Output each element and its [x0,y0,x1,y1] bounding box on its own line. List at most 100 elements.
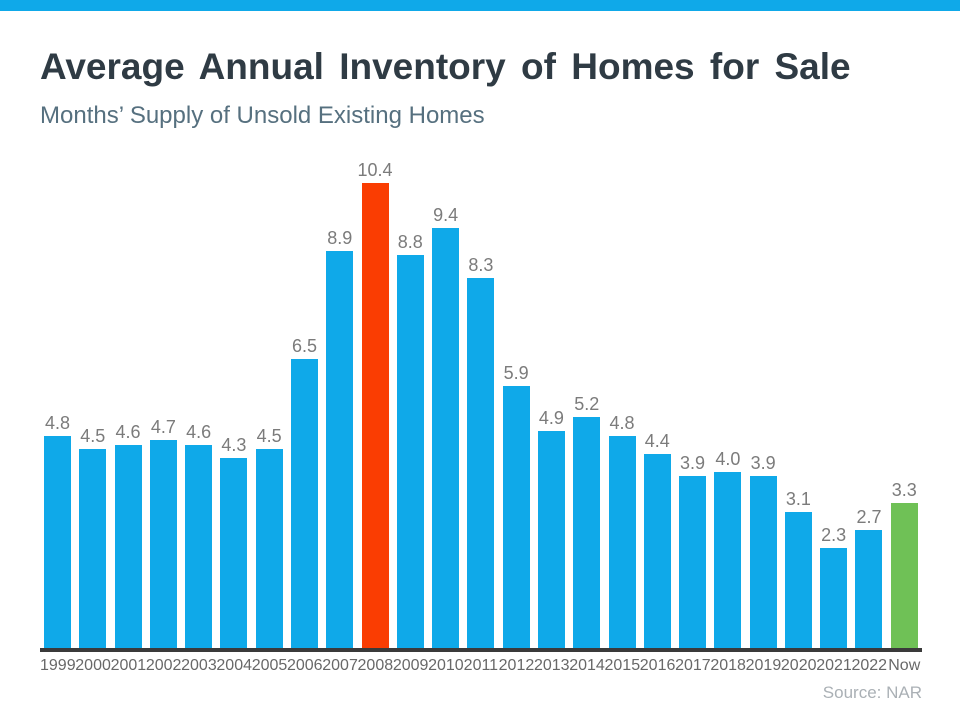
chart-title: Average Annual Inventory of Homes for Sa… [40,46,851,87]
x-axis-label-2015: 2015 [604,657,641,674]
bar-column-2019: 3.9 [746,160,781,652]
x-axis-label-2008: 2008 [357,657,394,674]
bar-chart: 4.8 4.5 4.6 4.7 4.6 4.3 4.5 6.5 8.9 10.4 8.8 9.4 8.3… [40,160,922,674]
x-axis-line [40,648,922,652]
bar-2015 [608,436,636,652]
bar-value-label: 4.6 [115,422,141,442]
bar-2000 [79,449,107,652]
bar-column-2007: 8.9 [322,160,357,652]
x-axis-label-2013: 2013 [533,657,570,674]
bar-value-label: 3.9 [680,453,706,473]
bar-value-label: 2.7 [856,507,882,527]
bar-value-label: 4.6 [186,422,212,442]
bar-2022 [855,530,883,652]
bar-value-label: 4.0 [715,449,741,469]
x-axis-label-2010: 2010 [428,657,464,674]
x-axis-label-2004: 2004 [216,657,252,674]
bar-column-2014: 5.2 [569,160,604,652]
x-axis-label-2009: 2009 [392,657,429,674]
bar-2002 [149,440,177,652]
x-axis-label-2017: 2017 [675,657,711,674]
bar-2010 [432,228,460,652]
bar-value-label: 4.3 [221,435,247,455]
bar-1999 [44,436,71,652]
bar-2013 [537,431,565,652]
bar-column-2005: 4.5 [252,160,287,652]
top-accent-bar [0,0,960,11]
bar-value-label: 4.5 [80,426,106,446]
bar-column-2003: 4.6 [181,160,216,652]
bar-value-label: 4.4 [644,431,670,451]
bar-column-2013: 4.9 [534,160,569,652]
x-axis-label-2018: 2018 [710,657,746,674]
bar-column-2012: 5.9 [499,160,534,652]
x-axis-label-2022: 2022 [851,657,888,674]
bar-column-2015: 4.8 [605,160,640,652]
x-axis-labels: 1999 2000 2001 2002 2003 2004 2005 2006 2007 2008… [40,657,922,675]
bar-column-Now: 3.3 [887,160,922,652]
bar-2016 [643,454,671,652]
bar-2003 [185,445,213,652]
bar-value-label: 3.9 [750,453,776,473]
x-axis-label-2014: 2014 [569,657,605,674]
bar-2004 [220,458,248,652]
x-axis-label-2002: 2002 [145,657,182,674]
bar-column-2011: 8.3 [463,160,498,652]
bar-value-label: 6.5 [291,336,317,356]
bar-2005 [255,449,283,652]
x-axis-label-2021: 2021 [816,657,852,674]
bar-2019 [749,476,777,652]
x-axis-label-1999: 1999 [40,657,76,674]
bar-column-2004: 4.3 [216,160,251,652]
x-axis-label-Now: Now [888,657,921,674]
x-axis-label-2019: 2019 [745,657,782,674]
bar-value-label: 4.5 [256,426,282,446]
bar-column-2002: 4.7 [146,160,181,652]
bar-column-1999: 4.8 [40,160,75,652]
bar-value-label: 2.3 [821,525,847,545]
x-axis-label-2003: 2003 [181,657,217,674]
bar-value-label: 3.3 [891,480,917,500]
bar-column-2020: 3.1 [781,160,816,652]
bar-column-2009: 8.8 [393,160,428,652]
bar-2017 [679,476,707,652]
bar-2011 [467,278,495,652]
bar-column-2006: 6.5 [287,160,322,652]
x-axis-label-2020: 2020 [780,657,817,674]
bar-value-label: 5.2 [574,394,600,414]
bar-column-2018: 4.0 [710,160,745,652]
bar-value-label: 4.8 [44,413,71,433]
bar-value-label: 8.9 [327,228,353,248]
bar-value-label: 8.8 [397,232,423,252]
bar-column-2016: 4.4 [640,160,675,652]
bar-2007 [326,251,354,652]
bar-Now [890,503,918,652]
x-axis-label-2011: 2011 [463,657,499,674]
bar-2014 [573,417,601,652]
x-axis-label-2007: 2007 [322,657,358,674]
bar-2006 [290,359,318,652]
bars-area: 4.8 4.5 4.6 4.7 4.6 4.3 4.5 6.5 8.9 10.4 8.8 9.4 8.3… [40,160,922,652]
x-axis-label-2012: 2012 [498,657,535,674]
x-axis-label-2006: 2006 [286,657,323,674]
bar-2020 [784,512,812,652]
bar-value-label: 3.1 [785,489,811,509]
bar-value-label: 4.9 [538,408,564,428]
x-axis-label-2001: 2001 [110,657,147,674]
bar-column-2010: 9.4 [428,160,463,652]
bar-column-2001: 4.6 [111,160,146,652]
x-axis-label-2000: 2000 [75,657,111,674]
x-axis-label-2005: 2005 [251,657,288,674]
bar-column-2008: 10.4 [358,160,393,652]
bar-value-label: 4.8 [609,413,635,433]
bar-2001 [114,445,142,652]
bar-value-label: 4.7 [150,417,176,437]
bar-column-2017: 3.9 [675,160,710,652]
bar-column-2022: 2.7 [851,160,886,652]
bar-value-label: 5.9 [503,363,529,383]
bar-column-2000: 4.5 [75,160,110,652]
chart-subtitle: Months’ Supply of Unsold Existing Homes [40,102,485,129]
bar-2018 [714,472,742,652]
bar-value-label: 8.3 [468,255,494,275]
